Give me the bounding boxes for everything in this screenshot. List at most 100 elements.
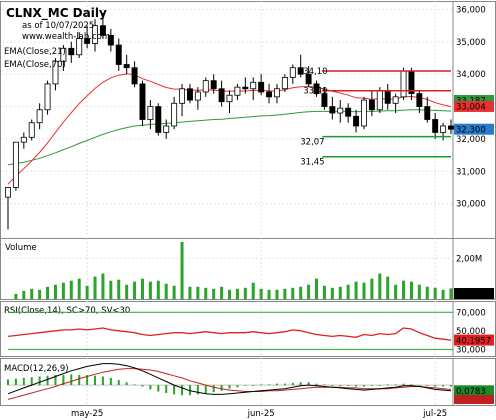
macd-title: MACD(12,26,9) [4,364,69,374]
candle [84,38,91,44]
rsi-tick-label: 70,000 [456,308,486,318]
macd-hist-bar [157,385,160,392]
macd-hist-bar [283,383,286,386]
macd-hist-bar [291,382,294,386]
rsi-line [7,327,452,341]
macd-hist-bar [228,385,231,389]
volume-bar [315,278,319,299]
macd-hist-bar [244,385,247,386]
volume-bar [275,289,279,299]
volume-bar [417,284,421,299]
volume-bar [449,288,453,299]
candle [36,109,43,124]
macd-hist-bar [70,374,73,386]
macd-hist-bar [307,382,310,386]
support-label: 32,07 [300,138,324,148]
price-tick-label: 35,000 [456,38,486,48]
volume-bar [425,286,429,299]
candle [99,25,106,36]
macd-hist-bar [323,384,326,386]
macd-hist-bar [62,375,65,386]
macd-hist-bar [117,380,120,386]
source-label: www.wealth-lab.com [22,32,110,42]
candle [163,125,170,133]
candle [226,94,233,103]
volume-bar [267,289,271,299]
candle [400,70,407,98]
candle [432,119,439,133]
candle [202,80,209,93]
macd-hist-bar [204,385,207,394]
candle [139,83,146,120]
macd-hist-bar [101,376,104,386]
ema-slow-label: EMA(Close,70) [4,60,66,70]
macd-hist-bar [173,385,176,395]
candle [107,34,114,46]
volume-bar [409,281,413,299]
macd-hist-bar [30,377,33,386]
macd-line [7,363,452,395]
macd-hist-bar [426,385,429,386]
price-tag: 32,300 [456,125,486,135]
candle [44,83,51,111]
volume-bar [109,280,113,299]
price-tick-label: 36,000 [456,5,486,15]
ema-slow-line [7,109,452,166]
volume-bar [386,276,390,299]
macd-signal-tag-box [454,395,494,404]
volume-bar [85,285,89,299]
candle [171,102,178,127]
candle [179,88,186,104]
macd-hist-bar [434,385,437,387]
volume-bar [402,280,406,299]
macd-hist-bar [410,384,413,386]
candle [5,187,11,198]
candle [60,47,67,62]
volume-bar [330,287,334,299]
volume-bar [354,281,358,299]
candle [448,125,454,130]
candle [440,125,447,133]
candle [218,88,225,103]
macd-hist-bar [315,383,318,386]
volume-bar [125,284,129,299]
volume-bar [53,284,57,299]
macd-hist-bar [46,375,49,386]
chart-title: CLNX_MC Daily [6,6,107,21]
macd-hist-bar [378,385,381,386]
volume-bar [283,288,287,299]
support-label: 31,45 [300,158,324,168]
macd-hist-bar [181,385,184,396]
macd-hist-bar [418,385,421,386]
x-tick-label: jun-25 [247,409,275,419]
candle [194,91,201,101]
candle [28,122,35,138]
volume-bar [243,287,247,299]
macd-hist-bar [196,385,199,395]
volume-bar [46,286,50,299]
macd-hist-bar [362,385,365,387]
x-tick-label: may-25 [71,409,103,419]
macd-hist-bar [355,385,358,387]
price-tag-box [454,100,494,112]
rsi-tick-label: 30,000 [456,345,486,355]
macd-hist-bar [220,385,223,391]
candle [321,93,328,107]
price-tick-label: 32,000 [456,135,486,145]
candle [305,73,312,85]
macd-tag-box [454,385,494,397]
candle [92,25,98,44]
candle [376,89,383,111]
volume-bar [338,286,342,299]
volume-bar [148,281,152,299]
candle [147,106,154,120]
macd-hist-bar [38,376,41,386]
volume-title: Volume [5,243,37,253]
volume-bar [251,282,255,299]
resistance-label: 33,49 [303,87,327,97]
macd-hist-bar [402,383,405,386]
candle [12,141,19,188]
rsi-tick-label: 50,000 [456,327,486,337]
volume-bar [196,286,200,299]
